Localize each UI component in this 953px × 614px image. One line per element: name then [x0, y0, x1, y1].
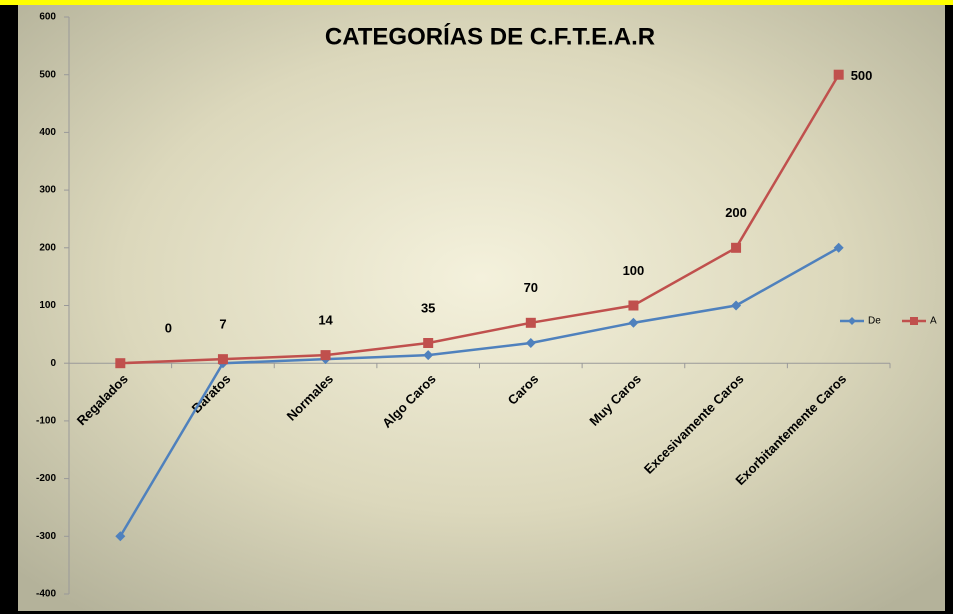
y-tick-label: -100 — [36, 416, 56, 427]
y-tick-label: -200 — [36, 473, 56, 484]
marker — [833, 242, 844, 253]
marker — [525, 317, 536, 328]
marker — [731, 242, 742, 253]
data-label: 35 — [421, 300, 435, 315]
marker — [423, 350, 434, 361]
legend-label: A — [930, 316, 937, 327]
data-label: 14 — [318, 313, 333, 328]
marker — [115, 358, 126, 369]
top-band — [0, 0, 953, 5]
legend-marker — [910, 317, 918, 325]
marker — [628, 317, 639, 328]
chart-area — [18, 5, 945, 611]
data-label: 7 — [219, 317, 226, 332]
data-label: 100 — [623, 263, 645, 278]
data-label: 500 — [851, 68, 873, 83]
marker — [525, 338, 536, 349]
marker — [320, 350, 331, 361]
series-line — [119, 246, 840, 537]
y-tick-label: 500 — [39, 69, 56, 80]
chart-title: CATEGORÍAS DE C.F.T.E.A.R — [325, 22, 655, 50]
marker — [833, 69, 844, 80]
marker — [423, 338, 434, 349]
series-line — [120, 74, 840, 365]
legend-marker — [848, 317, 856, 325]
marker — [731, 300, 742, 311]
y-tick-label: 300 — [39, 185, 56, 196]
y-tick-label: 200 — [39, 242, 56, 253]
marker — [628, 300, 639, 311]
y-tick-label: 0 — [50, 358, 56, 369]
legend-label: De — [868, 316, 881, 327]
y-tick-label: 400 — [39, 127, 56, 138]
marker — [115, 531, 126, 542]
data-label: 0 — [165, 321, 172, 336]
y-tick-label: -400 — [36, 589, 56, 600]
y-tick-label: 600 — [39, 12, 56, 23]
data-label: 70 — [524, 280, 538, 295]
data-label: 200 — [725, 205, 747, 220]
y-tick-label: -300 — [36, 531, 56, 542]
marker — [217, 354, 228, 365]
y-tick-label: 100 — [39, 300, 56, 311]
